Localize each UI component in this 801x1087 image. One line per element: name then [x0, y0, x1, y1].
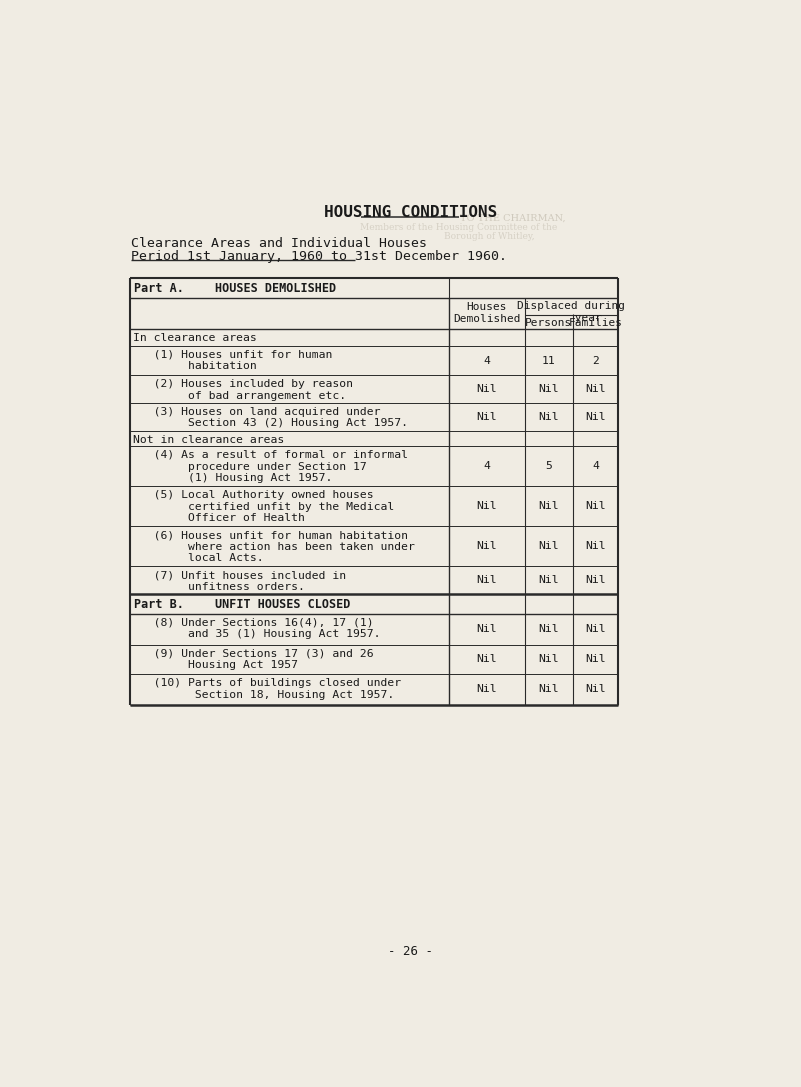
Text: 4: 4 [484, 461, 490, 471]
Text: (8) Under Sections 16(4), 17 (1)
        and 35 (1) Housing Act 1957.: (8) Under Sections 16(4), 17 (1) and 35 … [133, 617, 380, 639]
Text: Nil: Nil [477, 384, 497, 395]
Text: (1) Houses unfit for human
        habitation: (1) Houses unfit for human habitation [133, 350, 332, 372]
Text: Nil: Nil [477, 575, 497, 585]
Text: (2) Houses included by reason
        of bad arrangement etc.: (2) Houses included by reason of bad arr… [133, 379, 352, 401]
Text: Nil: Nil [477, 541, 497, 551]
Text: HOUSES DEMOLISHED: HOUSES DEMOLISHED [215, 283, 336, 296]
Text: Nil: Nil [585, 412, 606, 422]
Text: Nil: Nil [538, 654, 559, 664]
Text: (3) Houses on land acquired under
        Section 43 (2) Housing Act 1957.: (3) Houses on land acquired under Sectio… [133, 407, 408, 428]
Text: Nil: Nil [585, 384, 606, 395]
Text: (7) Unfit houses included in
        unfitness orders.: (7) Unfit houses included in unfitness o… [133, 570, 346, 591]
Text: Nil: Nil [538, 624, 559, 635]
Text: 5: 5 [545, 461, 552, 471]
Text: Clearance Areas and Individual Houses: Clearance Areas and Individual Houses [131, 237, 427, 250]
Text: Not in clearance areas: Not in clearance areas [133, 435, 284, 445]
Text: (10) Parts of buildings closed under
         Section 18, Housing Act 1957.: (10) Parts of buildings closed under Sec… [133, 678, 400, 700]
Text: Nil: Nil [585, 501, 606, 511]
Text: Period 1st January, 1960 to 31st December 1960.: Period 1st January, 1960 to 31st Decembe… [131, 250, 507, 263]
Text: Nil: Nil [477, 654, 497, 664]
Text: Borough of Whitley,: Borough of Whitley, [444, 233, 534, 241]
Text: Nil: Nil [585, 654, 606, 664]
Text: Nil: Nil [477, 685, 497, 695]
Text: Nil: Nil [538, 541, 559, 551]
Text: Nil: Nil [585, 624, 606, 635]
Text: Nil: Nil [538, 412, 559, 422]
Text: Nil: Nil [477, 501, 497, 511]
Text: Nil: Nil [585, 541, 606, 551]
Text: Nil: Nil [538, 384, 559, 395]
Text: Members of the Housing Committee of the: Members of the Housing Committee of the [360, 223, 557, 232]
Text: Part A.: Part A. [135, 283, 184, 296]
Text: (9) Under Sections 17 (3) and 26
        Housing Act 1957: (9) Under Sections 17 (3) and 26 Housing… [133, 649, 373, 671]
Text: 4: 4 [484, 355, 490, 365]
Text: In clearance areas: In clearance areas [133, 333, 256, 343]
Text: (5) Local Authority owned houses
        certified unfit by the Medical
        : (5) Local Authority owned houses certifi… [133, 490, 394, 523]
Text: Nil: Nil [585, 685, 606, 695]
Text: (6) Houses unfit for human habitation
        where action has been taken under
: (6) Houses unfit for human habitation wh… [133, 530, 415, 563]
Text: UNFIT HOUSES CLOSED: UNFIT HOUSES CLOSED [215, 598, 350, 611]
Text: (4) As a result of formal or informal
        procedure under Section 17
       : (4) As a result of formal or informal pr… [133, 450, 408, 484]
Text: Houses
Demolished: Houses Demolished [453, 302, 521, 324]
Text: TO THE CHAIRMAN,: TO THE CHAIRMAN, [460, 214, 566, 223]
Text: Persons: Persons [525, 318, 573, 328]
Text: Nil: Nil [538, 685, 559, 695]
Text: Nil: Nil [585, 575, 606, 585]
Text: Families: Families [569, 318, 622, 328]
Text: 11: 11 [542, 355, 556, 365]
Text: Nil: Nil [538, 575, 559, 585]
Text: Displaced during
     year: Displaced during year [517, 301, 626, 323]
Text: HOUSING CONDITIONS: HOUSING CONDITIONS [324, 205, 497, 221]
Text: Part B.: Part B. [135, 598, 184, 611]
Text: 4: 4 [592, 461, 599, 471]
Text: Nil: Nil [538, 501, 559, 511]
Text: 2: 2 [592, 355, 599, 365]
Text: - 26 -: - 26 - [388, 945, 433, 958]
Text: Nil: Nil [477, 412, 497, 422]
Text: Nil: Nil [477, 624, 497, 635]
